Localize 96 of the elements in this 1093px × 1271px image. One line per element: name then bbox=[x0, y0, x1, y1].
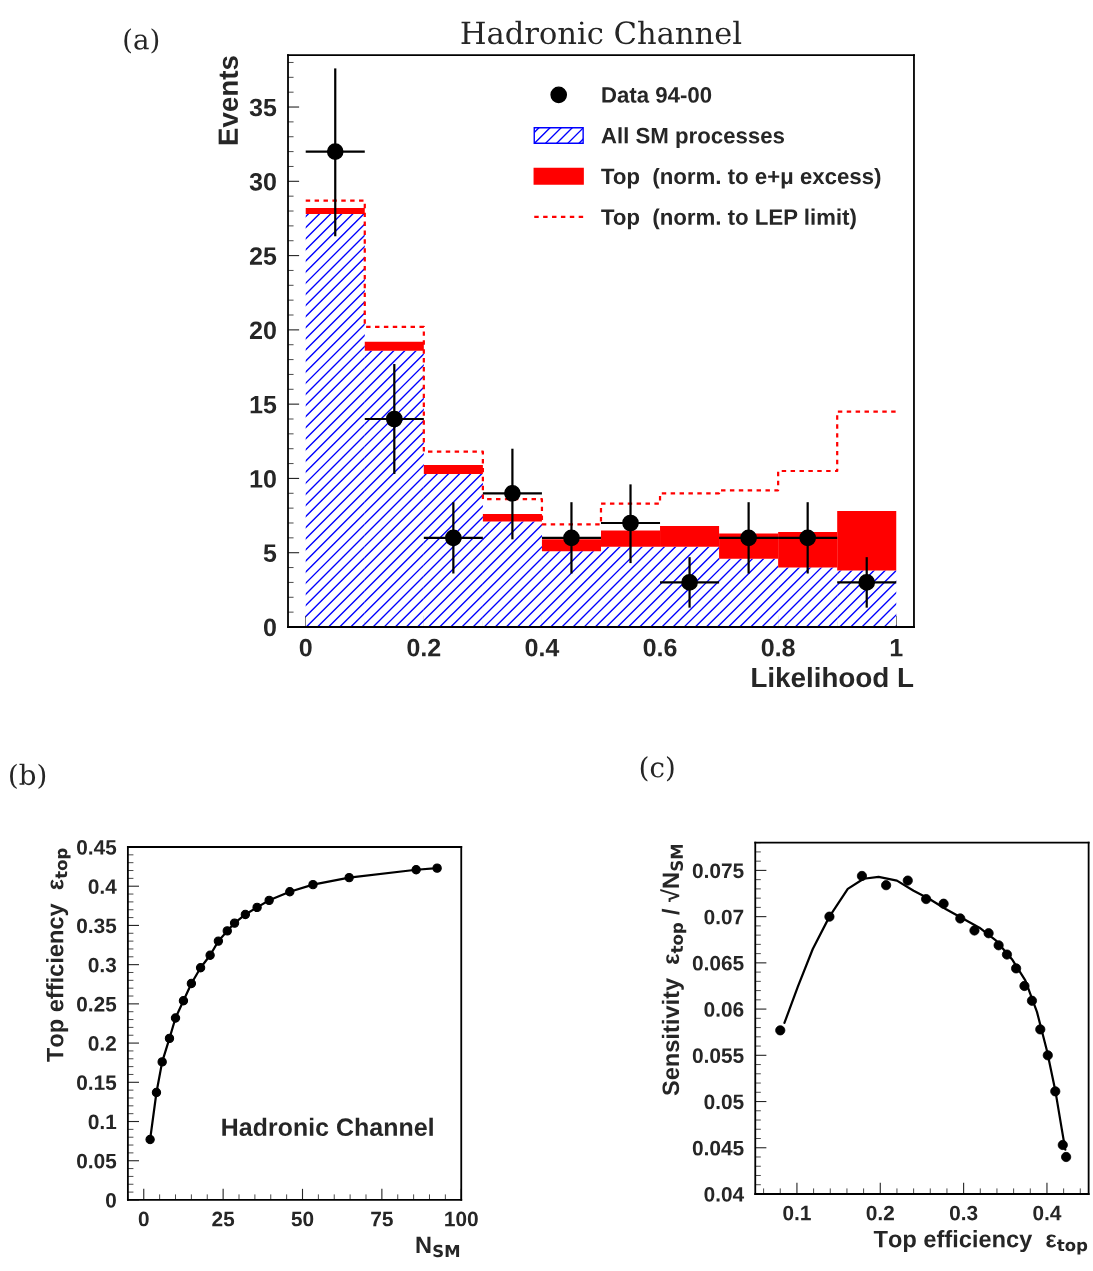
y-tick-label: 0.05 bbox=[704, 1094, 744, 1110]
x-tick-label: 0.4 bbox=[1033, 1205, 1062, 1221]
point bbox=[622, 514, 639, 532]
y-tick-label: 0.06 bbox=[704, 1002, 744, 1017]
x-tick-label: 100 bbox=[445, 1211, 478, 1227]
x-tick-label: 1 bbox=[890, 639, 903, 657]
x-tick-label: 50 bbox=[291, 1211, 314, 1227]
legend-label: Top (norm. to e+μ excess) bbox=[601, 167, 881, 189]
x-tick-label: 75 bbox=[371, 1211, 393, 1227]
y-tick-label: 0 bbox=[106, 1192, 116, 1208]
y-tick-label: 0.065 bbox=[692, 955, 744, 971]
y-tick-label: 0.075 bbox=[692, 863, 744, 879]
x-axis-title: N$_{SM}$ bbox=[416, 1236, 460, 1258]
x-tick-label: 0.8 bbox=[761, 638, 795, 657]
y-tick-label: 0.055 bbox=[692, 1048, 744, 1064]
x-tick-label: 0 bbox=[299, 638, 312, 657]
y-tick-label: 0.2 bbox=[88, 1036, 116, 1051]
point bbox=[385, 410, 403, 428]
y-tick-label: 0.1 bbox=[88, 1114, 117, 1130]
point bbox=[195, 963, 206, 973]
bar bbox=[719, 558, 779, 627]
y-tick-label: 0.3 bbox=[88, 957, 117, 973]
y-tick-label: 0.45 bbox=[77, 840, 117, 855]
point bbox=[326, 143, 344, 160]
y-tick-label: 0 bbox=[263, 618, 276, 637]
point bbox=[222, 926, 232, 936]
legend-label: Data 94-00 bbox=[602, 87, 712, 103]
point bbox=[445, 529, 462, 547]
point bbox=[264, 895, 274, 906]
bar bbox=[423, 465, 483, 474]
y-tick-label: 15 bbox=[250, 396, 277, 414]
x-tick-label: 0.3 bbox=[949, 1205, 978, 1221]
legend-label: All SM processes bbox=[601, 127, 785, 148]
point bbox=[164, 1033, 175, 1044]
x-tick-label: 0.2 bbox=[866, 1205, 894, 1221]
bar bbox=[364, 341, 424, 351]
y-tick-label: 0.15 bbox=[77, 1075, 117, 1091]
bar bbox=[364, 350, 424, 627]
y-tick-label: 0.35 bbox=[77, 918, 117, 934]
y-axis-title: Sensitivity ε$_{top}$ / √N$_{SM}$ bbox=[660, 844, 687, 1096]
point bbox=[229, 918, 240, 928]
bar bbox=[778, 567, 838, 627]
point bbox=[151, 1087, 162, 1098]
y-tick-label: 5 bbox=[263, 544, 277, 563]
point bbox=[411, 865, 421, 875]
x-tick-label: 25 bbox=[212, 1211, 235, 1227]
bar bbox=[305, 213, 365, 627]
y-tick-label: 25 bbox=[249, 247, 277, 265]
point bbox=[252, 902, 262, 913]
y-tick-label: 35 bbox=[249, 98, 277, 117]
point bbox=[681, 574, 698, 591]
point bbox=[145, 1134, 155, 1145]
point bbox=[213, 936, 224, 946]
y-tick-label: 20 bbox=[249, 321, 276, 340]
y-tick-label: 0.045 bbox=[692, 1140, 744, 1156]
bar bbox=[600, 546, 661, 627]
x-tick-label: 0.4 bbox=[525, 638, 560, 657]
text: (b) bbox=[10, 763, 46, 790]
point bbox=[186, 978, 197, 989]
point bbox=[205, 950, 215, 960]
annotation: Hadronic Channel bbox=[222, 1117, 433, 1137]
point bbox=[563, 529, 580, 547]
point bbox=[308, 879, 318, 890]
x-axis-title: Likelihood L bbox=[752, 666, 914, 688]
point bbox=[285, 887, 295, 897]
point bbox=[504, 484, 521, 502]
y-tick-label: 0.07 bbox=[704, 909, 744, 925]
y-tick-label: 30 bbox=[249, 172, 276, 191]
y-axis-title: Events bbox=[218, 56, 239, 145]
y-tick-label: 0.25 bbox=[77, 996, 117, 1012]
y-tick-label: 0.05 bbox=[77, 1153, 117, 1169]
x-tick-label: 0.1 bbox=[783, 1205, 811, 1221]
point bbox=[178, 996, 189, 1006]
legend-label: Top (norm. to LEP limit) bbox=[601, 208, 856, 230]
x-axis-title: Top efficiency ε$_{top}$ bbox=[873, 1230, 1088, 1255]
text: (c) bbox=[640, 756, 674, 782]
bar bbox=[541, 551, 601, 627]
bar bbox=[482, 521, 542, 627]
y-tick-label: 0.4 bbox=[88, 879, 117, 894]
y-axis-title: Top efficiency ε$_{top}$ bbox=[46, 848, 71, 1062]
point bbox=[858, 574, 876, 591]
point bbox=[240, 909, 251, 920]
x-tick-label: 0.2 bbox=[407, 638, 441, 657]
x-tick-label: 0 bbox=[138, 1211, 149, 1227]
point bbox=[432, 863, 442, 873]
point bbox=[157, 1057, 167, 1067]
point bbox=[344, 872, 354, 883]
bar bbox=[482, 514, 542, 522]
y-tick-label: 10 bbox=[250, 470, 276, 488]
point bbox=[799, 529, 817, 547]
chart-title: Hadronic Channel bbox=[461, 20, 742, 45]
point bbox=[170, 1013, 181, 1023]
text: (a) bbox=[124, 28, 159, 54]
bar bbox=[423, 473, 483, 627]
y-tick-label: 0.04 bbox=[704, 1186, 745, 1202]
x-tick-label: 0.6 bbox=[643, 638, 677, 657]
